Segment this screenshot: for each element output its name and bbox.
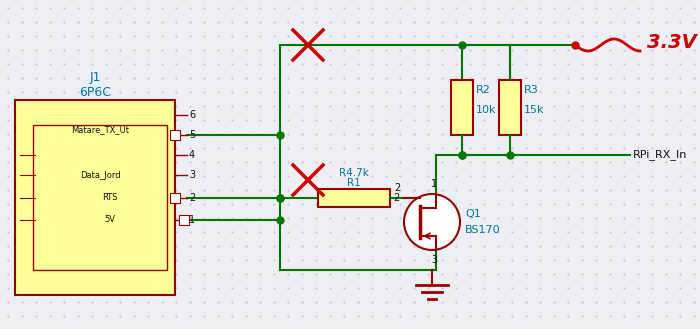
Text: RPi_RX_In: RPi_RX_In — [633, 150, 687, 161]
Text: 15k: 15k — [524, 105, 545, 115]
Bar — [170, 130, 180, 140]
Bar — [499, 80, 521, 135]
Text: 3.3V: 3.3V — [647, 34, 696, 53]
Text: Data_Jord: Data_Jord — [80, 170, 120, 180]
Bar — [15, 100, 175, 295]
Bar — [318, 189, 390, 207]
Text: BS170: BS170 — [465, 225, 500, 235]
Text: 3: 3 — [189, 170, 195, 180]
Text: 1: 1 — [431, 179, 437, 189]
Text: 5: 5 — [189, 130, 195, 140]
Text: 2: 2 — [189, 193, 195, 203]
Text: RTS: RTS — [102, 193, 118, 203]
Text: R2: R2 — [476, 85, 491, 95]
Text: 1: 1 — [189, 215, 195, 225]
Text: Q1: Q1 — [465, 209, 481, 219]
Bar — [451, 80, 473, 135]
Text: R4.7k: R4.7k — [339, 168, 369, 178]
Text: R1: R1 — [347, 178, 361, 188]
Text: 2: 2 — [393, 193, 399, 203]
Bar — [170, 193, 180, 203]
Text: 10k: 10k — [476, 105, 496, 115]
Bar — [33, 125, 167, 270]
Circle shape — [404, 194, 460, 250]
Text: 5V: 5V — [104, 215, 116, 223]
Text: 3: 3 — [431, 255, 437, 265]
Text: 6: 6 — [189, 110, 195, 120]
Text: J1: J1 — [90, 71, 101, 85]
Bar — [179, 215, 189, 225]
Text: Mätare_TX_Ut: Mätare_TX_Ut — [71, 125, 129, 135]
Text: R3: R3 — [524, 85, 539, 95]
Text: 2: 2 — [394, 183, 400, 193]
Text: 6P6C: 6P6C — [79, 86, 111, 98]
Text: 4: 4 — [189, 150, 195, 160]
